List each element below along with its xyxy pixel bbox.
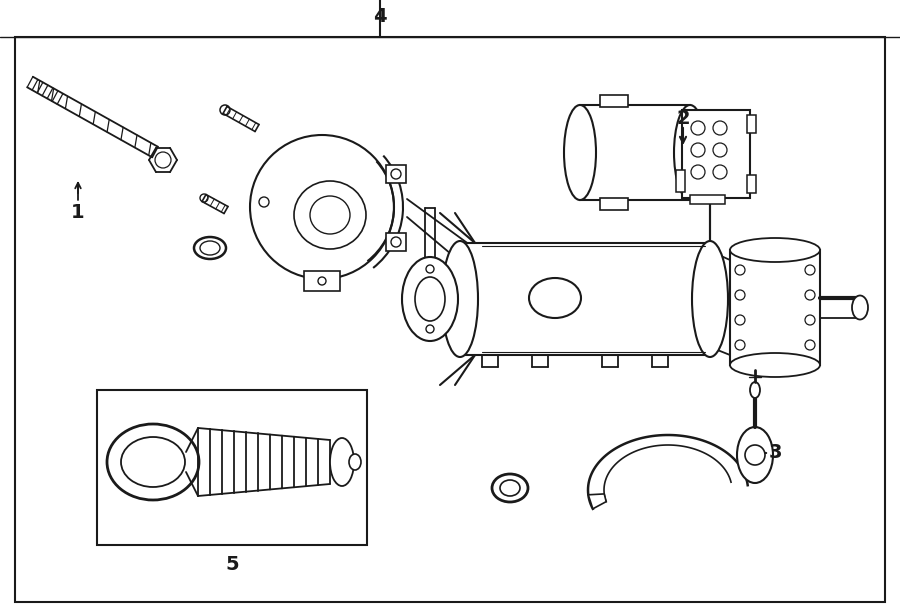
Ellipse shape: [402, 257, 458, 341]
Bar: [730, 250, 820, 365]
Circle shape: [713, 143, 727, 157]
Ellipse shape: [415, 277, 445, 321]
Circle shape: [805, 265, 815, 275]
Bar: [97, 390, 367, 545]
Bar: [747, 175, 756, 193]
Bar: [676, 170, 685, 192]
Circle shape: [805, 340, 815, 350]
Circle shape: [691, 143, 705, 157]
Ellipse shape: [492, 474, 528, 502]
Ellipse shape: [349, 454, 361, 470]
Bar: [460, 243, 710, 355]
Ellipse shape: [330, 438, 354, 486]
Circle shape: [735, 290, 745, 300]
Ellipse shape: [107, 424, 199, 500]
Ellipse shape: [121, 437, 185, 487]
Circle shape: [745, 445, 765, 465]
Circle shape: [250, 135, 394, 279]
Ellipse shape: [500, 480, 520, 496]
Circle shape: [805, 290, 815, 300]
Text: 4: 4: [374, 7, 387, 26]
Bar: [690, 195, 725, 204]
Ellipse shape: [529, 278, 581, 318]
Polygon shape: [304, 271, 340, 291]
Ellipse shape: [692, 241, 728, 357]
Bar: [460, 243, 710, 355]
Text: 5: 5: [225, 556, 238, 575]
Circle shape: [713, 121, 727, 135]
Text: 3: 3: [769, 443, 782, 463]
Circle shape: [735, 340, 745, 350]
Ellipse shape: [750, 382, 760, 398]
Ellipse shape: [730, 353, 820, 377]
Polygon shape: [589, 494, 607, 509]
Circle shape: [713, 165, 727, 179]
Circle shape: [691, 121, 705, 135]
Bar: [682, 110, 750, 198]
Bar: [600, 198, 628, 210]
Ellipse shape: [737, 427, 773, 483]
Ellipse shape: [852, 295, 868, 319]
Circle shape: [691, 165, 705, 179]
Text: 1: 1: [71, 204, 85, 223]
Ellipse shape: [442, 241, 478, 357]
Polygon shape: [386, 233, 406, 251]
Bar: [580, 105, 690, 200]
Bar: [580, 105, 690, 200]
Bar: [600, 95, 628, 107]
Polygon shape: [386, 165, 406, 183]
Ellipse shape: [564, 105, 596, 200]
Circle shape: [805, 315, 815, 325]
Text: 2: 2: [676, 108, 689, 128]
Circle shape: [735, 315, 745, 325]
Bar: [747, 115, 756, 133]
Ellipse shape: [674, 105, 706, 200]
Ellipse shape: [730, 238, 820, 262]
Circle shape: [735, 265, 745, 275]
